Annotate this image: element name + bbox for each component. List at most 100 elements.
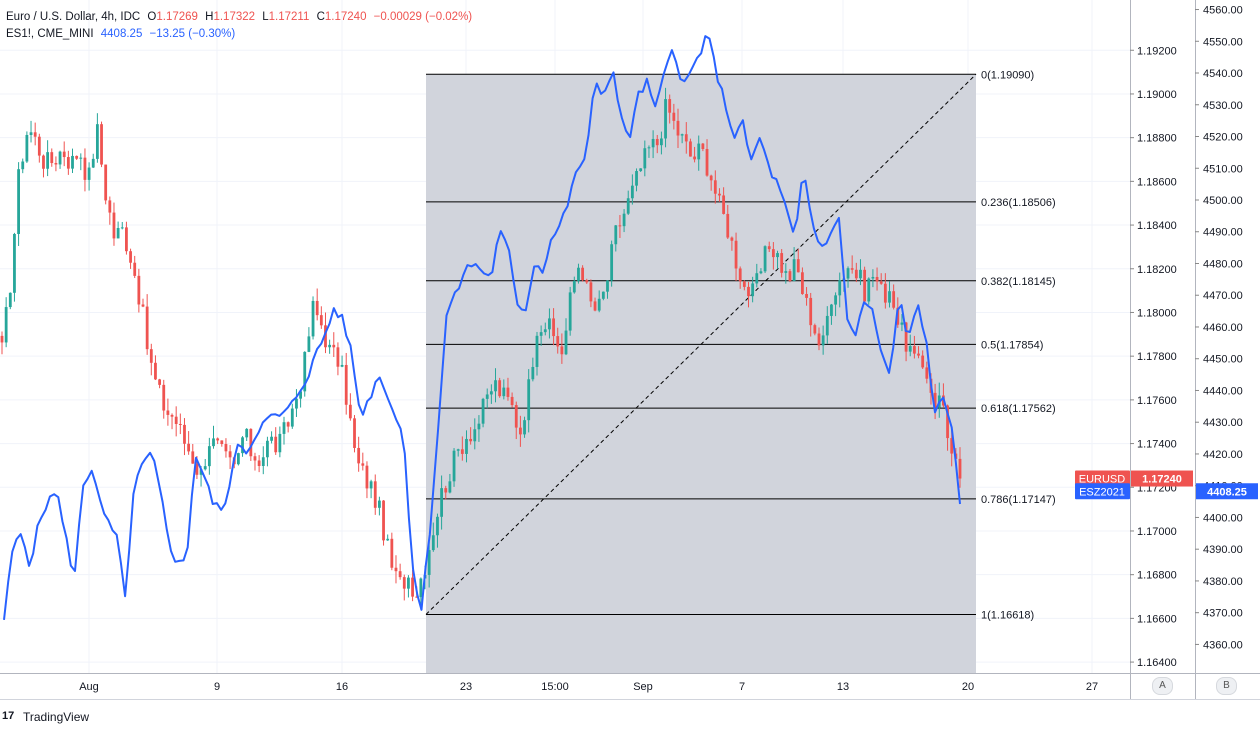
scale-button-b[interactable]: B — [1216, 677, 1237, 695]
candle-body — [13, 233, 16, 293]
legend-open: 1.17269 — [156, 11, 198, 23]
candle-body — [332, 344, 336, 348]
candle-body — [369, 481, 373, 489]
candle-body — [618, 225, 622, 227]
compare-tick-label: 4530.00 — [1203, 100, 1243, 112]
candle-body — [535, 335, 539, 367]
candle-body — [452, 450, 456, 482]
candle-body — [79, 157, 83, 159]
candle-body — [668, 99, 672, 113]
candle-body — [701, 143, 705, 149]
candle-body — [912, 346, 916, 354]
auto-scale-button-a[interactable]: A — [1152, 677, 1173, 695]
legend-main: Euro / U.S. Dollar, 4h, IDC O1.17269 H1.… — [6, 11, 476, 23]
price-tick-label: 1.16400 — [1137, 657, 1177, 669]
candle-body — [278, 433, 282, 453]
compare-tick-label: 4500.00 — [1203, 195, 1243, 207]
time-axis[interactable]: Aug 9 16 23 15:00 Sep 7 13 20 27 — [79, 681, 1098, 693]
candle-body — [241, 437, 244, 454]
candle-body — [407, 577, 410, 589]
candle-body — [676, 120, 680, 136]
candle-body — [29, 132, 33, 135]
compare-axis[interactable]: 4560.00 4550.00 4540.00 4530.00 4520.00 4510.… — [1195, 5, 1243, 652]
legend-high: 1.17322 — [213, 11, 256, 23]
time-tick-label: 9 — [214, 681, 220, 693]
candle-body — [556, 336, 560, 347]
candle-body — [801, 272, 804, 294]
candle-body — [224, 444, 228, 452]
candle-body — [394, 567, 398, 572]
candle-body — [125, 227, 128, 252]
candle-body — [473, 429, 477, 442]
candle-body — [697, 143, 701, 160]
candle-body — [925, 367, 929, 379]
candle-body — [71, 155, 74, 169]
compare-tick-label: 4370.00 — [1203, 608, 1243, 620]
candle-body — [643, 148, 647, 169]
fibonacci-trend-line[interactable] — [425, 73, 977, 615]
tradingview-brand[interactable]: TradingView — [23, 710, 90, 724]
chart-canvas[interactable]: 0(1.19090) 0.236(1.18506) 0.382(1.18145) 0.… — [0, 0, 1260, 700]
compare-tick-label: 4360.00 — [1203, 639, 1243, 651]
candle-body — [228, 451, 232, 458]
eurusd-price-badge — [1131, 470, 1193, 487]
candle-body — [398, 571, 402, 578]
candle-body — [759, 271, 763, 274]
candle-body — [755, 273, 759, 284]
candle-body — [249, 428, 253, 457]
candle-body — [415, 596, 419, 598]
candle-body — [0, 335, 4, 343]
candle-body — [568, 292, 572, 331]
candle-body — [25, 134, 29, 162]
compare-tick-label: 4520.00 — [1203, 132, 1243, 144]
candle-body — [344, 364, 348, 405]
tradingview-logo-icon[interactable]: 17 — [2, 710, 15, 722]
legend-compare-symbol[interactable]: ES1!, CME_MINI — [6, 28, 94, 40]
candle-body — [319, 315, 323, 326]
candle-body — [805, 293, 808, 298]
price-tick-label: 1.18400 — [1137, 220, 1177, 232]
candle-body — [419, 578, 423, 598]
candle-body — [365, 465, 369, 489]
candle-body — [286, 422, 290, 427]
candle-body — [340, 364, 344, 367]
candle-body — [647, 147, 651, 149]
legend-symbol[interactable]: Euro / U.S. Dollar, 4h, IDC — [6, 11, 141, 23]
price-tick-label: 1.18800 — [1137, 133, 1177, 145]
price-axis[interactable]: 1.19200 1.19000 1.18800 1.18600 1.18400 1.182… — [1130, 45, 1177, 669]
candle-body — [564, 330, 568, 355]
candle-body — [635, 171, 638, 186]
candle-body — [357, 447, 361, 464]
candle-body — [46, 152, 50, 169]
fib-level-label: 0(1.19090) — [981, 69, 1034, 81]
candle-body — [257, 460, 261, 467]
candle-body — [436, 516, 439, 536]
candle-body — [548, 318, 551, 330]
es-price-badge-label: 4408.25 — [1207, 486, 1247, 498]
candle-body — [796, 259, 800, 273]
candle-body — [655, 138, 659, 146]
candle-body — [245, 428, 249, 438]
time-tick-label: 13 — [837, 681, 849, 693]
fib-level-label: 0.5(1.17854) — [981, 339, 1043, 351]
candle-body — [336, 347, 340, 367]
candle-body — [527, 379, 531, 421]
candle-body — [303, 351, 307, 392]
candle-body — [622, 213, 626, 227]
candle-body — [660, 138, 663, 146]
candle-body — [481, 398, 485, 424]
candle-body — [933, 392, 937, 408]
candle-body — [307, 336, 311, 352]
candle-body — [440, 488, 444, 517]
legend-change: −0.00029 (−0.02%) — [373, 11, 473, 23]
candle-body — [133, 262, 137, 276]
candle-body — [129, 251, 132, 263]
candle-body — [83, 157, 87, 180]
candle-body — [830, 304, 833, 316]
price-tick-label: 1.17800 — [1137, 351, 1177, 363]
candle-body — [834, 295, 837, 305]
candle-body — [154, 362, 157, 380]
candle-body — [348, 404, 352, 419]
candle-body — [904, 322, 908, 352]
candle-body — [489, 391, 493, 395]
